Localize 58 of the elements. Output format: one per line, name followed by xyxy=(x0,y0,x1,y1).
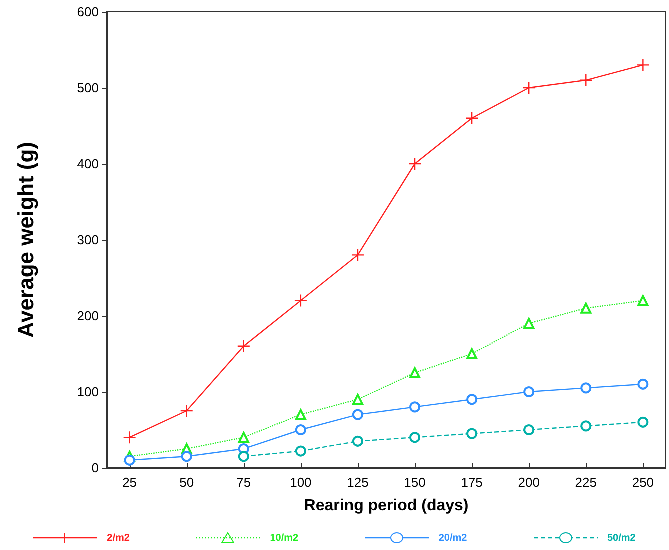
point xyxy=(524,386,535,398)
y-tick-label: 100 xyxy=(77,384,99,400)
y-tick-label: 300 xyxy=(77,232,99,248)
point xyxy=(522,81,536,95)
point xyxy=(295,446,306,457)
text: 2/m2 xyxy=(107,532,130,544)
point xyxy=(524,318,535,330)
y-tick-label: 400 xyxy=(77,156,99,172)
y-tick-label: 600 xyxy=(77,4,99,20)
point xyxy=(124,454,136,466)
point xyxy=(408,157,422,171)
point xyxy=(580,382,592,394)
point xyxy=(294,294,308,308)
point xyxy=(352,409,364,420)
point xyxy=(580,74,593,87)
x-axis-title: Rearing period (days) xyxy=(304,498,469,514)
text: 10/m2 xyxy=(270,532,299,544)
x-tick-label: 250 xyxy=(632,475,654,490)
point xyxy=(524,424,535,436)
point xyxy=(352,394,364,406)
y-tick-label: 500 xyxy=(77,80,99,96)
point xyxy=(638,416,649,428)
point xyxy=(466,348,478,360)
x-tick-label: 200 xyxy=(518,475,540,490)
point xyxy=(181,451,192,462)
x-tick-label: 50 xyxy=(180,475,194,490)
y-axis-title: Average weight (g) xyxy=(14,142,38,338)
point xyxy=(638,378,649,390)
point xyxy=(410,402,421,413)
point xyxy=(636,58,650,72)
point xyxy=(351,248,365,262)
point xyxy=(238,432,250,444)
y-tick-label: 0 xyxy=(92,460,99,476)
point xyxy=(638,295,649,306)
x-tick-label: 25 xyxy=(122,475,138,490)
text: 20/m2 xyxy=(438,532,468,544)
point xyxy=(580,302,592,314)
point xyxy=(352,436,364,447)
point xyxy=(466,428,478,440)
point xyxy=(466,394,478,406)
point xyxy=(410,368,421,378)
point xyxy=(580,420,592,432)
point xyxy=(180,404,194,418)
point xyxy=(295,409,306,420)
x-tick-label: 150 xyxy=(404,475,426,490)
x-tick-label: 75 xyxy=(236,475,252,490)
text: 50/m2 xyxy=(608,532,636,544)
point xyxy=(465,112,479,125)
point xyxy=(123,431,136,444)
point xyxy=(410,432,421,444)
point xyxy=(238,451,250,462)
x-tick-label: 125 xyxy=(347,475,369,490)
x-tick-label: 175 xyxy=(461,475,483,490)
point xyxy=(237,340,250,353)
x-tick-label: 100 xyxy=(290,475,312,490)
y-tick-label: 200 xyxy=(77,308,99,324)
point xyxy=(295,424,306,436)
x-tick-label: 225 xyxy=(575,475,597,490)
